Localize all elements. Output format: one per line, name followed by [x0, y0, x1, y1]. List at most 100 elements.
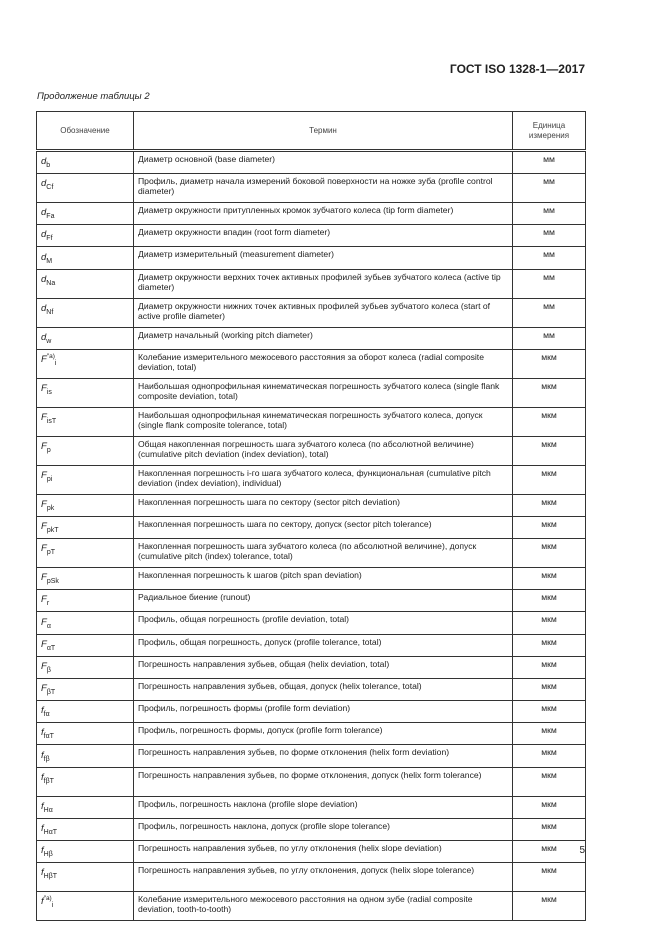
symbol-cell: dNf [36, 297, 134, 328]
symbol-letter: f [41, 896, 44, 908]
term-cell: Общая накопленная погрешность шага зубча… [133, 435, 513, 466]
symbol-letter: F [41, 638, 47, 650]
table-row: fHβ Погрешность направления зубьев, по уг… [36, 839, 586, 863]
symbol-cell: ffβ [36, 744, 134, 768]
symbol-letter: f [41, 800, 44, 812]
symbol-cell: f″a)i [36, 890, 134, 921]
symbol-subscript: Hβ [43, 850, 53, 858]
unit-cell: мм [512, 246, 586, 270]
unit-cell: мм [512, 173, 586, 204]
table-row: dNa Диаметр окружности верхних точек акти… [36, 268, 586, 299]
symbol-letter: F [41, 594, 47, 606]
unit-cell: мкм [512, 744, 586, 768]
term-cell: Погрешность направления зубьев, общая (h… [133, 655, 513, 679]
table-row: ffβT Погрешность направления зубьев, по ф… [36, 766, 586, 797]
unit-cell: мкм [512, 493, 586, 517]
table-row: ffβ Погрешность направления зубьев, по фо… [36, 744, 586, 768]
table-row: dNf Диаметр окружности нижних точек актив… [36, 297, 586, 328]
table-row: FisT Наибольшая однопрофильная кинематиче… [36, 406, 586, 437]
table-row: db Диаметр основной (base diameter) мм [36, 149, 586, 175]
symbol-cell: db [36, 149, 134, 175]
table-row: Fr Радиальное биение (runout) мкм [36, 589, 586, 613]
symbol-subscript: is [46, 388, 52, 396]
symbol-subscript: Na [46, 279, 56, 287]
column-header-unit: Единица измерения [512, 111, 586, 152]
symbol-subscript: βT [46, 689, 56, 697]
symbol-letter: F [41, 469, 47, 481]
symbol-subscript: i [51, 902, 54, 910]
table-caption: Продолжение таблицы 2 [37, 91, 150, 102]
unit-cell: мкм [512, 722, 586, 746]
unit-cell: мм [512, 202, 586, 226]
symbol-letter: f [41, 867, 44, 879]
term-cell: Погрешность направления зубьев, по форме… [133, 766, 513, 797]
symbol-cell: ffαT [36, 722, 134, 746]
unit-cell: мкм [512, 538, 586, 569]
symbol-letter: d [41, 273, 47, 285]
symbol-cell: fHβT [36, 861, 134, 892]
term-cell: Погрешность направления зубьев, по углу … [133, 839, 513, 863]
term-cell: Диаметр измерительный (measurement diame… [133, 246, 513, 270]
table-row: dCf Профиль, диаметр начала измерений бок… [36, 173, 586, 204]
table-row: Fβ Погрешность направления зубьев, общая … [36, 655, 586, 679]
unit-cell: мкм [512, 700, 586, 724]
symbol-letter: f [41, 749, 44, 761]
term-cell: Погрешность направления зубьев, по форме… [133, 744, 513, 768]
unit-cell: мкм [512, 567, 586, 591]
unit-cell: мкм [512, 406, 586, 437]
table-row: Fis Наибольшая однопрофильная кинематичес… [36, 377, 586, 408]
table-row: f″a)i Колебание измерительного межосевого… [36, 890, 586, 921]
unit-cell: мм [512, 326, 586, 350]
symbol-letter: f [41, 771, 44, 783]
unit-cell: мкм [512, 839, 586, 863]
term-cell: Диаметр основной (base diameter) [133, 149, 513, 175]
symbol-cell: FαT [36, 633, 134, 657]
symbol-letter: F [41, 411, 47, 423]
table-row: fHβT Погрешность направления зубьев, по у… [36, 861, 586, 892]
table-row: Fpi Накопленная погрешность i-го шага зуб… [36, 464, 586, 495]
symbol-subscript: r [46, 600, 50, 608]
term-cell: Диаметр окружности впадин (root form dia… [133, 224, 513, 248]
term-cell: Профиль, диаметр начала измерений боково… [133, 173, 513, 204]
symbol-subscript: Ff [46, 235, 53, 243]
unit-cell: мм [512, 224, 586, 248]
term-cell: Профиль, общая погрешность, допуск (prof… [133, 633, 513, 657]
symbol-letter: F [41, 440, 47, 452]
symbol-letter: F [41, 543, 47, 555]
symbol-superscript: ″a) [46, 352, 55, 360]
symbol-letter: f [41, 705, 44, 717]
symbol-cell: fHβ [36, 839, 134, 863]
unit-cell: мкм [512, 464, 586, 495]
symbol-cell: FpkT [36, 515, 134, 540]
symbol-cell: ffβT [36, 766, 134, 797]
term-cell: Накопленная погрешность i-го шага зубчат… [133, 464, 513, 495]
symbol-subscript: i [54, 359, 57, 367]
symbol-cell: Fβ [36, 655, 134, 679]
table-row: dFf Диаметр окружности впадин (root form … [36, 224, 586, 248]
table-row: fHα Профиль, погрешность наклона (profile… [36, 795, 586, 819]
standard-header: ГОСТ ISO 1328-1—2017 [449, 62, 585, 76]
unit-cell: мм [512, 268, 586, 299]
unit-cell: мкм [512, 817, 586, 841]
symbol-subscript: αT [46, 644, 56, 652]
symbol-letter: d [41, 331, 47, 343]
unit-cell: мкм [512, 611, 586, 635]
table-row: F″a)i Колебание измерительного межосевого… [36, 348, 586, 379]
unit-cell: мкм [512, 435, 586, 466]
symbol-subscript: b [46, 162, 51, 170]
term-cell: Наибольшая однопрофильная кинематическая… [133, 406, 513, 437]
symbol-superscript: ″a) [43, 894, 52, 902]
symbol-subscript: pkT [46, 527, 59, 535]
term-cell: Диаметр окружности верхних точек активны… [133, 268, 513, 299]
term-cell: Профиль, общая погрешность (profile devi… [133, 611, 513, 635]
symbol-subscript: w [46, 337, 52, 345]
symbol-cell: fHαT [36, 817, 134, 841]
table-row: FαT Профиль, общая погрешность, допуск (p… [36, 633, 586, 657]
unit-cell: мкм [512, 890, 586, 921]
unit-cell: мкм [512, 655, 586, 679]
unit-cell: мм [512, 149, 586, 175]
term-cell: Накопленная погрешность k шагов (pitch s… [133, 567, 513, 591]
symbol-subscript: fβ [43, 755, 50, 763]
symbol-cell: dNa [36, 268, 134, 299]
unit-cell: мкм [512, 677, 586, 702]
